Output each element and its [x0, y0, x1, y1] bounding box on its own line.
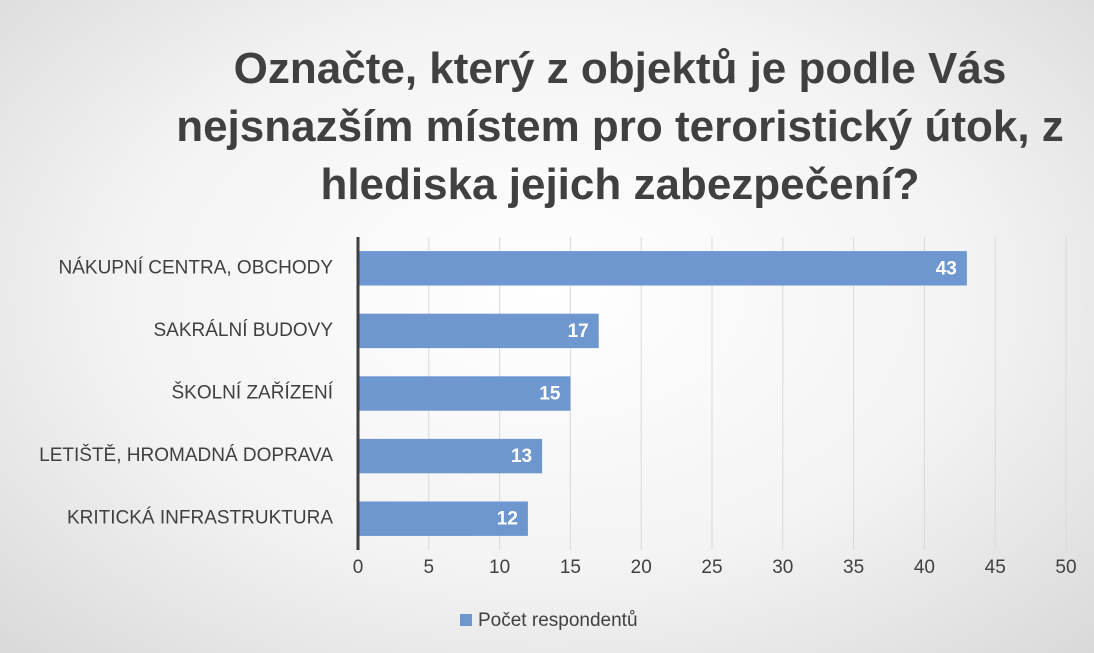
x-tick-label: 25: [701, 557, 722, 578]
data-label: 15: [539, 384, 561, 405]
y-tick-label: SAKRÁLNÍ BUDOVY: [154, 320, 334, 341]
x-tick-label: 10: [489, 557, 510, 578]
y-tick-label: ŠKOLNÍ ZAŘÍZENÍ: [171, 382, 333, 404]
x-tick-label: 0: [353, 557, 364, 578]
data-label: 43: [936, 258, 957, 279]
data-label: 12: [497, 509, 518, 530]
x-tick-label: 20: [631, 557, 652, 578]
chart-title: Označte, který z objektů je podle Vás ne…: [176, 44, 1064, 209]
bar: [358, 501, 528, 536]
y-tick-label: LETIŠTĚ, HROMADNÁ DOPRAVA: [39, 444, 333, 466]
data-label: 13: [511, 446, 532, 467]
x-tick-label: 15: [560, 557, 581, 578]
bar: [358, 438, 543, 474]
x-tick-label: 40: [914, 557, 935, 578]
x-tick-label: 45: [985, 557, 1006, 578]
bar: [358, 376, 571, 411]
x-tick-label: 30: [772, 557, 793, 578]
data-label: 17: [568, 321, 589, 342]
y-tick-label: KRITICKÁ INFRASTRUKTURA: [67, 508, 333, 529]
bar: [358, 251, 967, 286]
legend-swatch: [460, 614, 472, 626]
x-tick-label: 5: [424, 557, 435, 578]
x-tick-label: 50: [1055, 557, 1076, 578]
legend-label: Počet respondentů: [478, 610, 638, 631]
y-tick-label: NÁKUPNÍ CENTRA, OBCHODY: [59, 257, 334, 278]
x-tick-label: 35: [843, 557, 864, 578]
bar: [358, 313, 599, 349]
